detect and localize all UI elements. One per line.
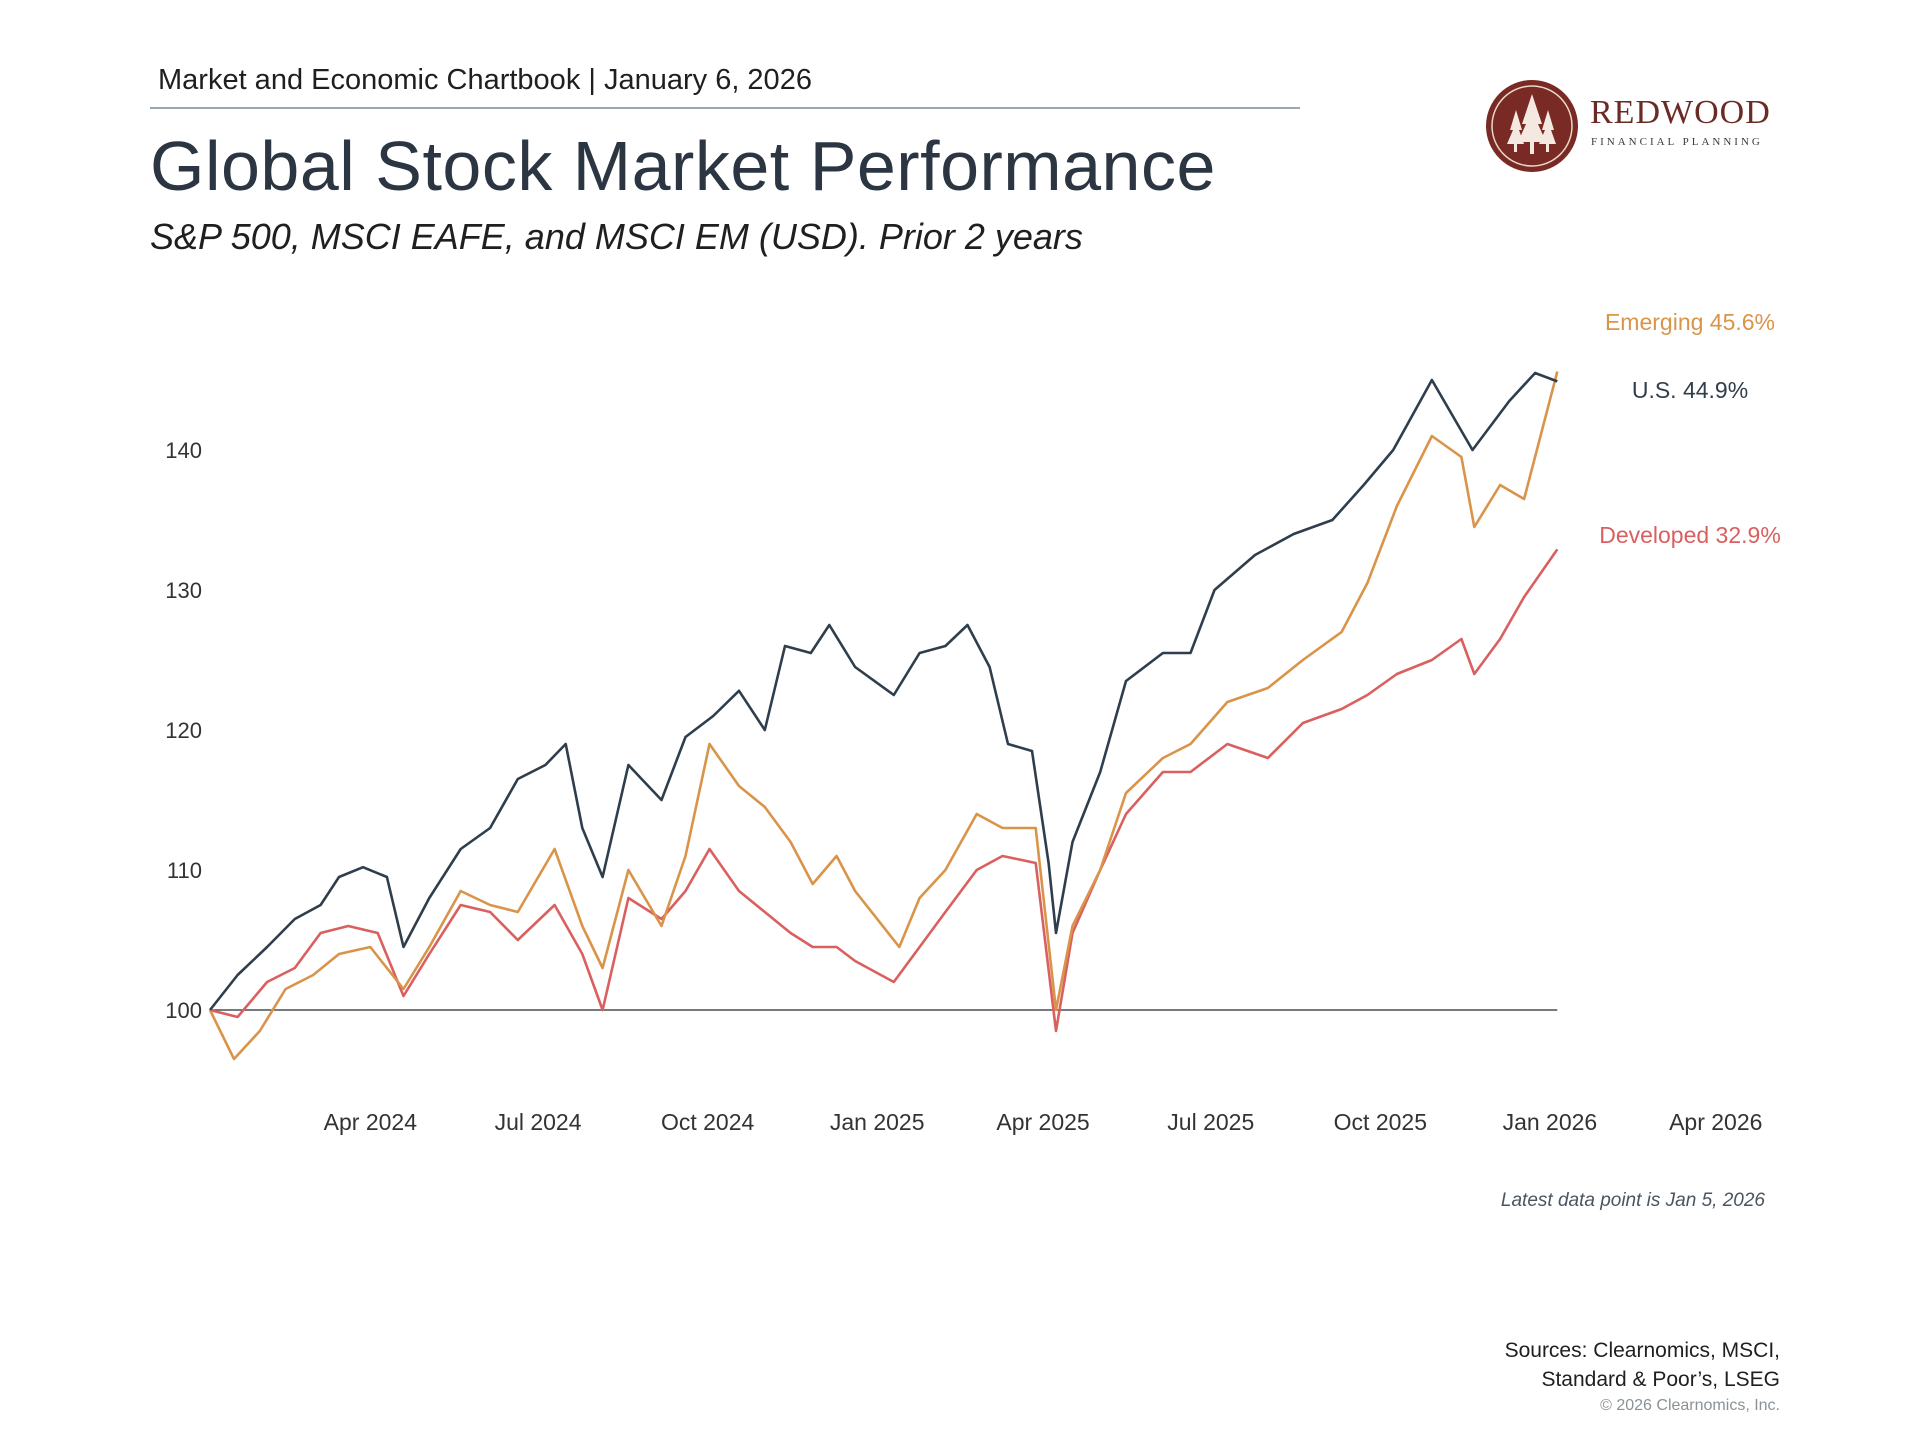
copyright: © 2026 Clearnomics, Inc. [1600,1397,1780,1414]
x-tick-label: Oct 2024 [661,1109,755,1135]
x-tick-label: Apr 2026 [1669,1109,1762,1135]
page-subtitle: S&P 500, MSCI EAFE, and MSCI EM (USD). P… [150,216,1083,257]
x-tick-label: Apr 2024 [324,1109,418,1135]
x-tick-label: Jul 2024 [495,1109,582,1135]
logo-tagline: FINANCIAL PLANNING [1591,136,1763,148]
series-end-label: U.S. 44.9% [1632,377,1748,403]
header-divider [150,107,1300,109]
series-line-us [208,371,1558,1011]
logo-name: REDWOOD [1590,94,1771,131]
series-line-emerging [208,371,1559,1061]
x-tick-label: Jan 2025 [830,1109,925,1135]
x-tick-label: Oct 2025 [1334,1109,1427,1135]
x-tick-label: Apr 2025 [996,1109,1089,1135]
company-logo: REDWOOD FINANCIAL PLANNING [1486,80,1786,172]
sources-line-1: Sources: Clearnomics, MSCI, [1504,1339,1780,1362]
latest-data-note: Latest data point is Jan 5, 2026 [1500,1190,1765,1211]
y-tick-label: 110 [167,858,202,883]
sources-line-2: Standard & Poor’s, LSEG [1541,1368,1780,1391]
y-tick-label: 100 [165,998,202,1023]
chartbook-header: Market and Economic Chartbook | January … [158,64,812,96]
x-tick-label: Jul 2025 [1167,1109,1254,1135]
series-line-developed [209,548,1559,1033]
redwood-tree-icon [1486,80,1578,172]
y-tick-label: 130 [165,578,202,603]
series-end-label: Emerging 45.6% [1605,309,1775,335]
series-end-label: Developed 32.9% [1599,522,1781,548]
x-tick-label: Jan 2026 [1503,1109,1598,1135]
y-tick-label: 120 [165,718,202,743]
sources-text: Sources: Clearnomics, MSCI, Standard & P… [1380,1336,1780,1394]
y-tick-label: 140 [165,438,202,463]
page-title: Global Stock Market Performance [150,127,1216,205]
